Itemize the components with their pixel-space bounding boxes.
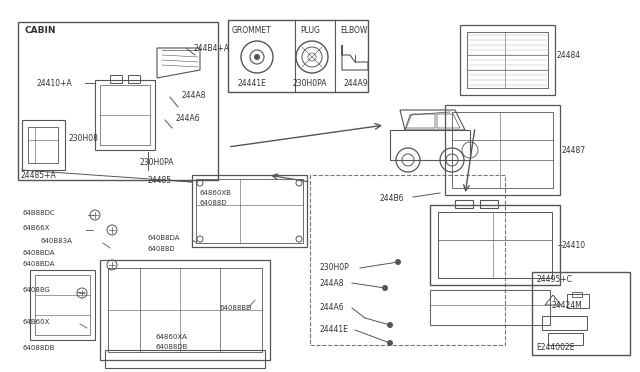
Text: 244A9: 244A9 — [344, 78, 369, 87]
Bar — [480, 200, 498, 208]
Text: 64088G: 64088G — [22, 287, 50, 293]
Text: 244B4+A: 244B4+A — [193, 44, 229, 52]
Circle shape — [254, 54, 260, 60]
Text: 64088D: 64088D — [200, 200, 228, 206]
Bar — [196, 179, 303, 243]
Text: ELBOW: ELBOW — [340, 26, 367, 35]
Bar — [542, 316, 587, 330]
Text: 24424M: 24424M — [552, 301, 583, 310]
Bar — [310, 175, 505, 345]
Bar — [110, 75, 122, 83]
Text: 230H0PA: 230H0PA — [140, 157, 175, 167]
Bar — [532, 272, 630, 355]
Text: 230H08: 230H08 — [68, 134, 98, 142]
Circle shape — [387, 340, 393, 346]
Text: 244A8: 244A8 — [320, 279, 344, 288]
Bar — [572, 292, 582, 297]
Text: 230H0P: 230H0P — [320, 263, 349, 273]
Text: 640B83A: 640B83A — [40, 238, 72, 244]
Text: 64B60X: 64B60X — [22, 319, 49, 325]
Text: 24410+A: 24410+A — [36, 78, 72, 87]
Bar — [548, 333, 583, 345]
Text: E244002E: E244002E — [536, 343, 575, 353]
Text: 24441E: 24441E — [238, 78, 267, 87]
Bar — [228, 20, 368, 92]
Text: CABIN: CABIN — [24, 26, 56, 35]
Text: 24487: 24487 — [562, 145, 586, 154]
Text: 244A8: 244A8 — [182, 90, 207, 99]
Text: 24485: 24485 — [147, 176, 171, 185]
Bar — [18, 22, 218, 180]
Text: 6408BDA: 6408BDA — [22, 250, 54, 256]
Text: 24410: 24410 — [562, 241, 586, 250]
Bar — [192, 175, 307, 247]
Bar — [128, 75, 140, 83]
Text: 64B88DC: 64B88DC — [22, 210, 54, 216]
Text: 64860XB: 64860XB — [200, 190, 232, 196]
Text: 64088DB: 64088DB — [22, 345, 54, 351]
Text: 24485+A: 24485+A — [20, 170, 56, 180]
Text: 64088BD: 64088BD — [220, 305, 252, 311]
Text: 244B6: 244B6 — [380, 193, 404, 202]
Circle shape — [382, 285, 388, 291]
Bar — [430, 290, 550, 325]
Text: 64B66X: 64B66X — [22, 225, 49, 231]
Bar — [455, 200, 473, 208]
Circle shape — [387, 322, 393, 328]
Text: 244A6: 244A6 — [175, 113, 200, 122]
Text: 244A6: 244A6 — [320, 304, 344, 312]
Text: 640B8DA: 640B8DA — [148, 235, 180, 241]
Text: 64088DB: 64088DB — [155, 344, 188, 350]
Text: 24495+C: 24495+C — [537, 276, 573, 285]
Text: 24441E: 24441E — [320, 326, 349, 334]
Text: PLUG: PLUG — [300, 26, 320, 35]
Text: 230H0PA: 230H0PA — [293, 78, 328, 87]
Text: 6408BDA: 6408BDA — [22, 261, 54, 267]
Bar — [567, 294, 589, 308]
Text: GROMMET: GROMMET — [232, 26, 272, 35]
Circle shape — [395, 259, 401, 265]
Text: 24484: 24484 — [557, 51, 581, 60]
Text: !: ! — [552, 298, 554, 302]
Text: 64088D: 64088D — [148, 246, 175, 252]
Text: 64860XA: 64860XA — [155, 334, 187, 340]
